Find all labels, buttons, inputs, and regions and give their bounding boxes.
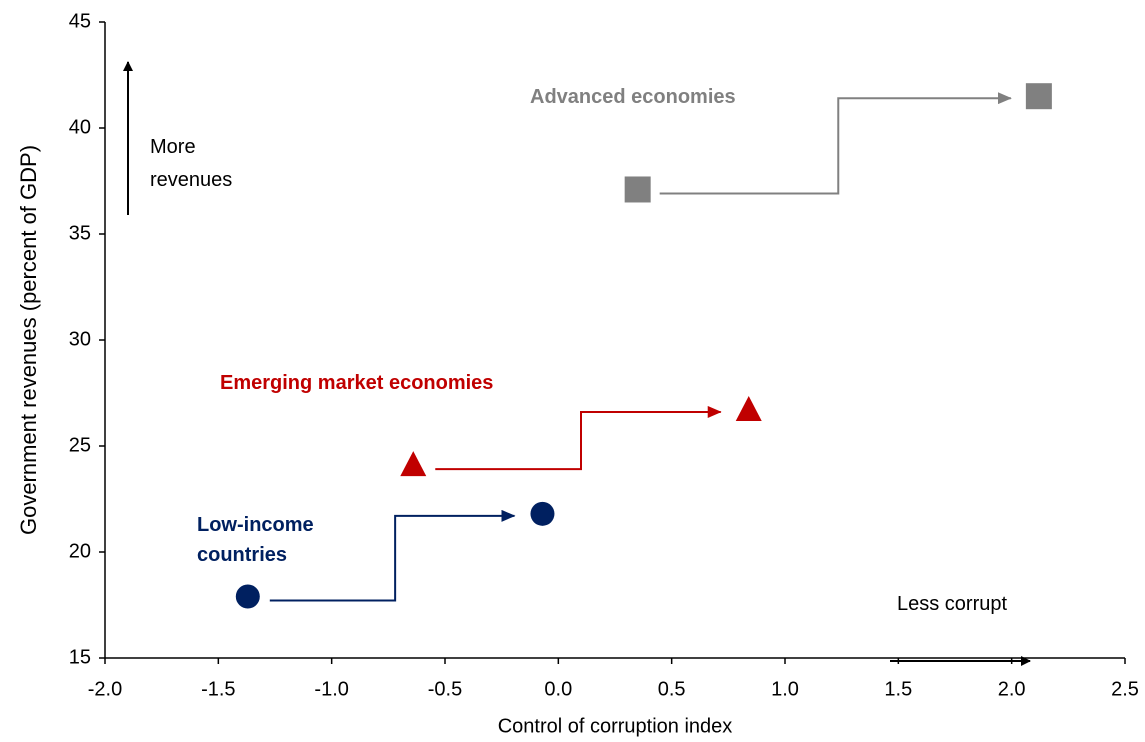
step-arrow [659,92,1012,195]
y-tick-label: 25 [69,434,91,456]
y-tick-label: 30 [69,328,91,350]
step-arrow [435,405,722,471]
point [400,451,427,477]
point [735,395,762,421]
x-tick-label: 1.0 [771,678,799,700]
x-tick-label: -0.5 [428,678,462,700]
y-tick-label: 35 [69,222,91,244]
y-tick-label: 45 [69,10,91,32]
annotation: More revenues [150,136,233,191]
x-tick-label: 0.0 [544,678,572,700]
x-tick-label: 2.0 [998,678,1026,700]
x-tick-label: -1.0 [314,678,348,700]
x-tick-label: 0.5 [658,678,686,700]
y-tick-label: 20 [69,540,91,562]
point [235,584,260,609]
x-tick-label: -2.0 [88,678,122,700]
point [624,176,651,203]
point [1025,83,1052,110]
series-label: Advanced economies [530,86,736,108]
annotation: Less corrupt [897,593,1008,615]
series-label: Low-income countries [197,514,314,566]
x-tick-label: -1.5 [201,678,235,700]
step-arrow [269,509,516,602]
series-label: Emerging market economies [220,372,494,394]
x-tick-label: 2.5 [1111,678,1139,700]
y-axis-label: Government revenues (percent of GDP) [16,145,41,535]
y-tick-label: 40 [69,116,91,138]
y-tick-label: 15 [69,646,91,668]
x-axis-label: Control of corruption index [498,715,733,737]
x-tick-label: 1.5 [884,678,912,700]
point [530,501,555,526]
